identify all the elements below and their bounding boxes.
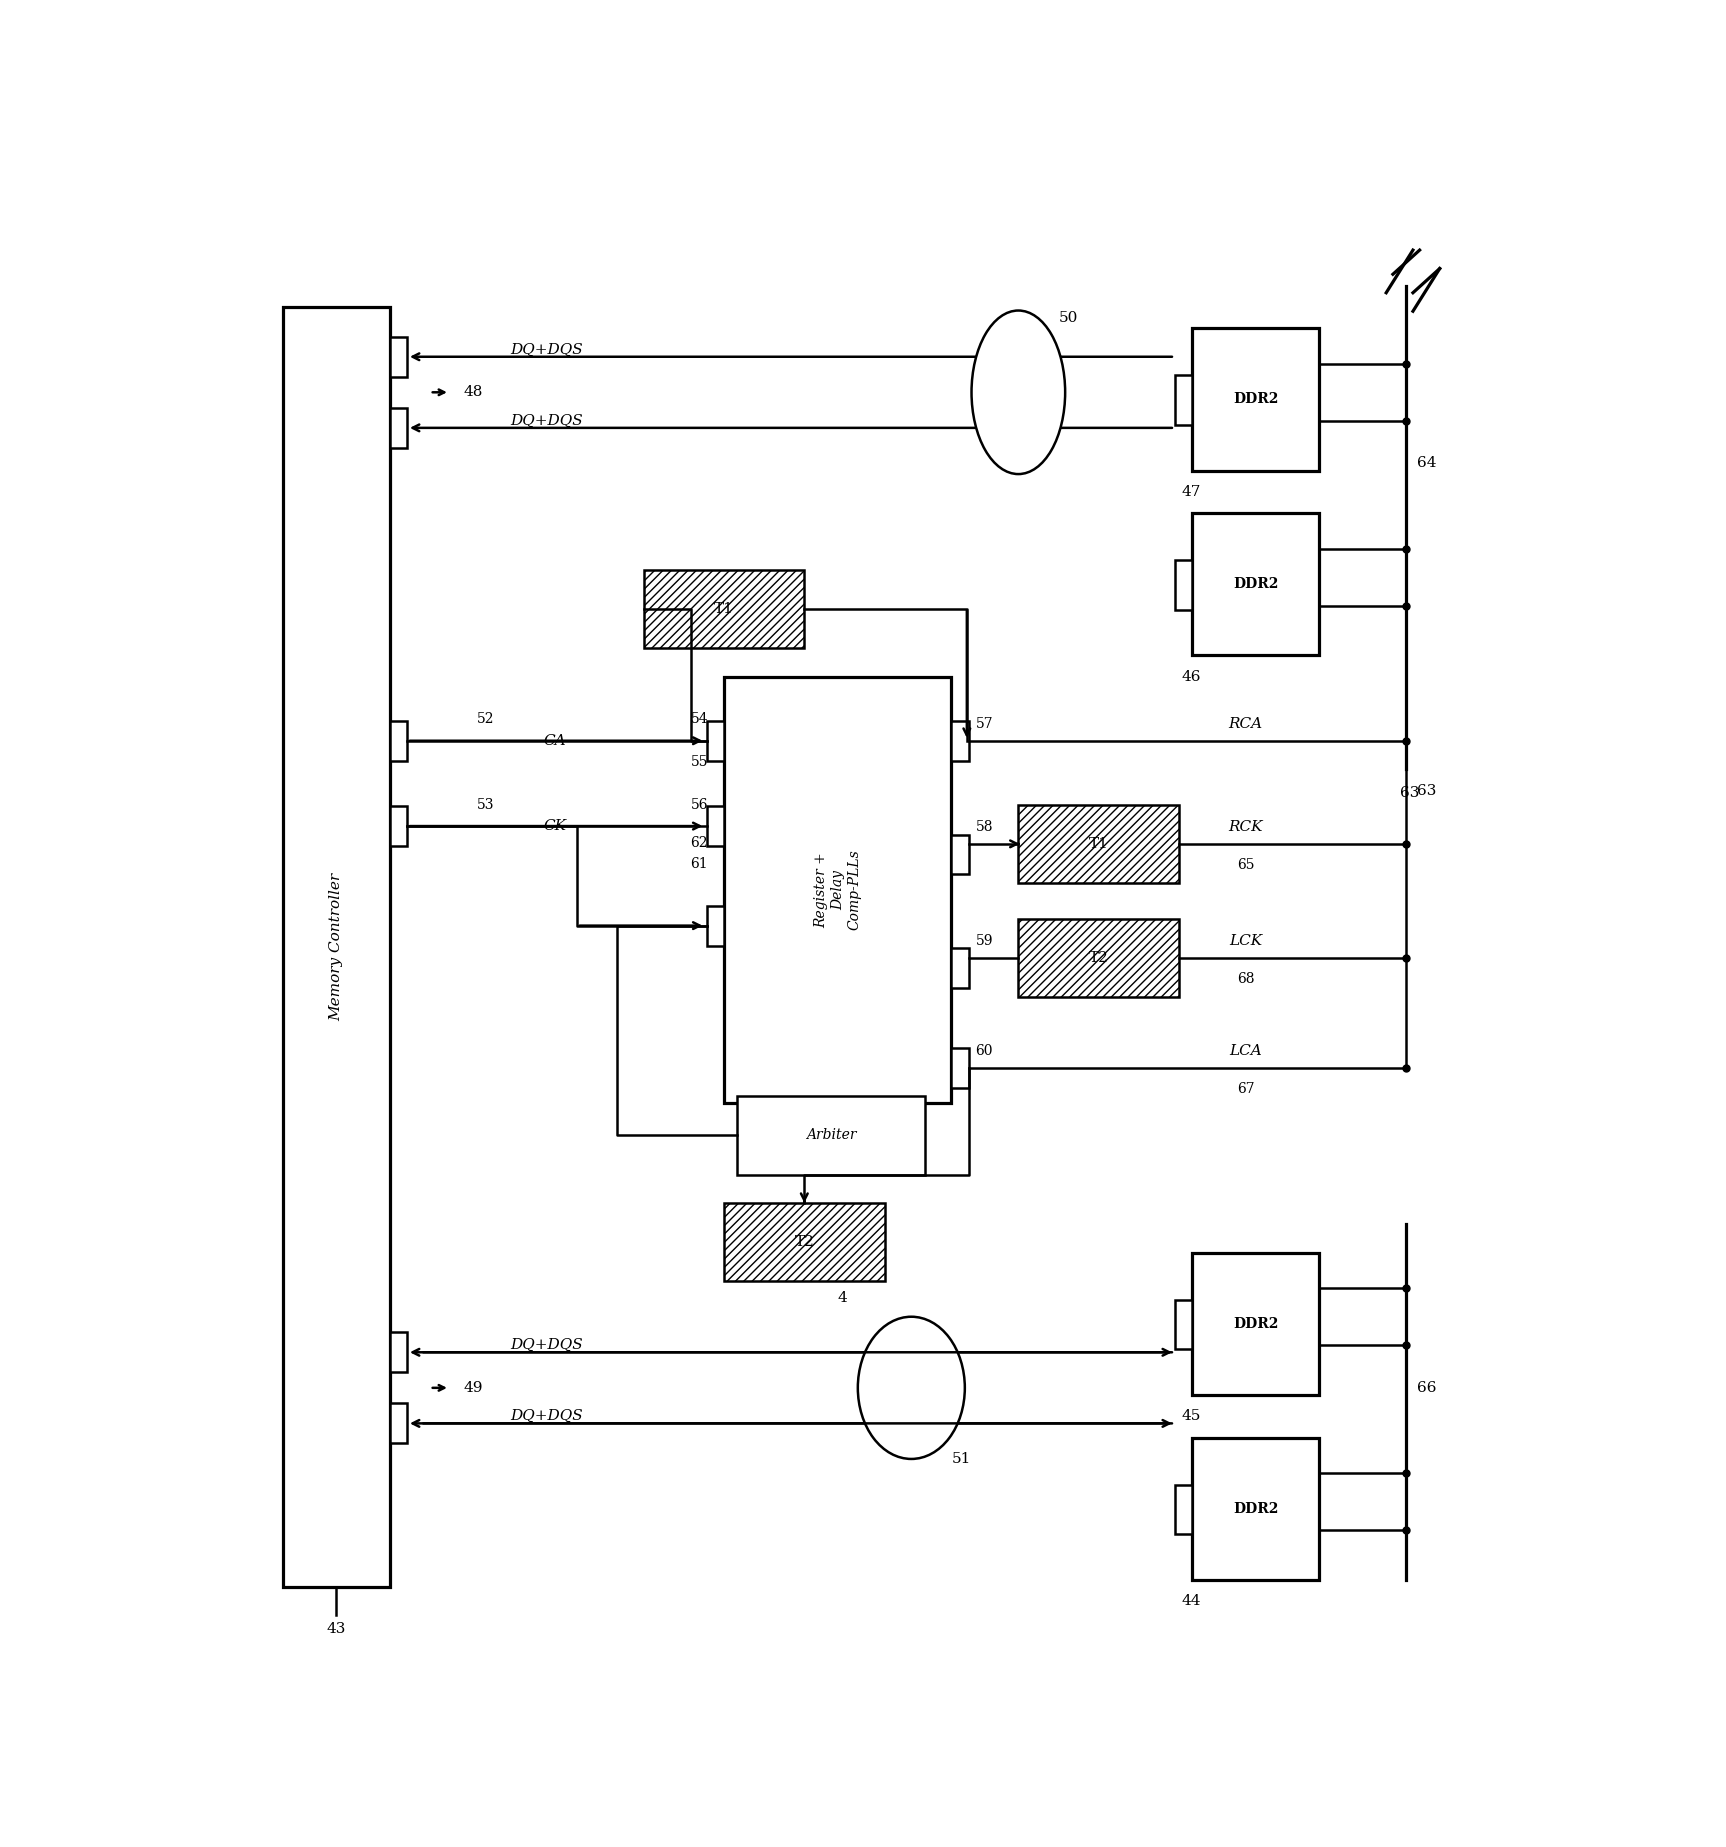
Text: 62: 62 [690,837,708,850]
Bar [390,805,407,846]
Text: Register +
Delay
Comp-PLLs: Register + Delay Comp-PLLs [815,850,861,931]
Text: LCK: LCK [1229,933,1262,948]
Bar [706,905,725,946]
Text: DDR2: DDR2 [1232,578,1279,591]
Text: T1: T1 [1089,837,1108,851]
Text: 50: 50 [1058,312,1077,325]
Bar [1175,560,1193,610]
Text: 63: 63 [1400,787,1419,800]
Text: 58: 58 [975,820,992,833]
Text: 64: 64 [1417,456,1436,471]
Text: 63: 63 [1417,783,1436,798]
Bar [644,571,804,648]
Text: LCA: LCA [1229,1044,1262,1058]
Text: DQ+DQS: DQ+DQS [511,1409,583,1424]
Text: 67: 67 [1238,1082,1255,1095]
Text: DQ+DQS: DQ+DQS [511,414,583,429]
Text: 65: 65 [1238,859,1255,872]
Bar [283,307,390,1587]
Text: 43: 43 [326,1622,345,1636]
Bar [1193,1252,1319,1394]
Text: 56: 56 [690,798,708,811]
Bar [390,1332,407,1372]
Text: DQ+DQS: DQ+DQS [511,1339,583,1352]
Text: 60: 60 [975,1044,992,1058]
Text: CK: CK [544,818,566,833]
Text: 54: 54 [690,713,708,726]
Text: T2: T2 [1089,951,1108,964]
Text: 48: 48 [463,386,483,399]
Bar [1018,918,1179,997]
Text: RCA: RCA [1229,717,1263,731]
Ellipse shape [858,1317,965,1459]
Text: 46: 46 [1182,670,1201,683]
Text: DDR2: DDR2 [1232,392,1279,406]
Text: 51: 51 [951,1452,970,1467]
Text: 52: 52 [476,713,494,726]
Bar [1193,1437,1319,1579]
Ellipse shape [972,310,1065,475]
Text: CA: CA [544,733,566,748]
Text: Memory Controller: Memory Controller [330,874,343,1021]
Bar [951,1047,968,1088]
Bar [390,336,407,377]
Bar [390,1404,407,1443]
Text: T2: T2 [794,1236,815,1249]
Text: 53: 53 [476,798,494,811]
Text: 49: 49 [463,1382,483,1394]
Text: 59: 59 [975,933,992,948]
Text: 44: 44 [1182,1594,1201,1609]
Text: 4: 4 [837,1291,847,1306]
Bar [1193,329,1319,471]
Bar [737,1097,925,1175]
Text: T1: T1 [715,602,734,617]
Bar [1175,1485,1193,1535]
Text: Arbiter: Arbiter [806,1129,856,1143]
Text: 57: 57 [975,717,992,731]
Text: DDR2: DDR2 [1232,1317,1279,1332]
Bar [706,720,725,761]
Bar [725,676,951,1103]
Text: 66: 66 [1417,1382,1436,1394]
Bar [1175,1300,1193,1350]
Text: DDR2: DDR2 [1232,1502,1279,1516]
Bar [725,1202,884,1282]
Text: DQ+DQS: DQ+DQS [511,344,583,356]
Text: 55: 55 [690,755,708,768]
Text: 47: 47 [1182,486,1201,499]
Bar [706,805,725,846]
Bar [1175,375,1193,425]
Text: RCK: RCK [1229,820,1263,833]
Bar [951,948,968,988]
Bar [951,720,968,761]
Bar [1193,513,1319,656]
Bar [1018,805,1179,883]
Bar [390,720,407,761]
Bar [951,835,968,874]
Bar [390,408,407,447]
Text: 68: 68 [1238,972,1255,986]
Text: 45: 45 [1182,1409,1201,1424]
Text: 61: 61 [690,857,708,872]
